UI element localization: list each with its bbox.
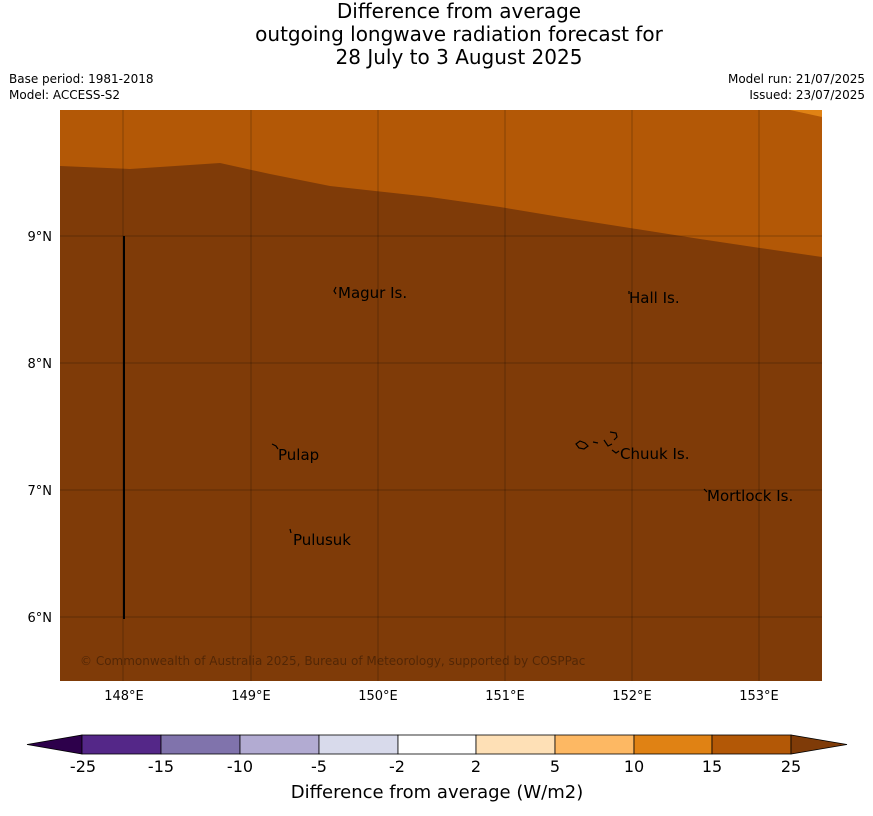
colorbar-label: 2 — [471, 757, 481, 776]
issued-date: Issued: 23/07/2025 — [749, 88, 865, 102]
map-panel: Magur Is. Hall Is. Pulap Chuuk Is. Mortl… — [60, 110, 822, 681]
lon-label-151e: 151°E — [485, 689, 525, 704]
colorbar-swatch-m10-m5 — [239, 734, 320, 755]
title-line-2: outgoing longwave radiation forecast for — [255, 22, 663, 46]
map-title: Difference from average outgoing longwav… — [0, 0, 873, 69]
place-label-hall: Hall Is. — [629, 289, 680, 307]
colorbar-label: 5 — [550, 757, 560, 776]
anomaly-5-10-corner — [790, 110, 822, 117]
colorbar-swatch-5-10 — [554, 734, 635, 755]
lon-label-150e: 150°E — [358, 689, 398, 704]
meta-right: Model run: 21/07/2025 Issued: 23/07/2025 — [728, 71, 865, 103]
colorbar-label: 10 — [624, 757, 644, 776]
lon-label-153e: 153°E — [739, 689, 779, 704]
colorbar-label: 25 — [781, 757, 801, 776]
island-outlines — [271, 286, 708, 534]
lon-label-148e: 148°E — [104, 689, 144, 704]
meta-left: Base period: 1981-2018 Model: ACCESS-S2 — [9, 71, 154, 103]
lat-labels: 9°N 8°N 7°N 6°N — [28, 230, 53, 626]
title-line-3: 28 July to 3 August 2025 — [335, 45, 583, 69]
lon-label-149e: 149°E — [231, 689, 271, 704]
colorbar-swatch-10-15 — [633, 734, 713, 755]
place-label-chuuk: Chuuk Is. — [620, 445, 689, 463]
colorbar-label: -10 — [227, 757, 253, 776]
colorbar-swatch-m5-m2 — [318, 734, 399, 755]
colorbar-swatch-below-25 — [26, 734, 83, 755]
lat-label-8n: 8°N — [28, 357, 53, 372]
title-line-1: Difference from average — [336, 0, 582, 23]
colorbar-label: -15 — [148, 757, 174, 776]
lat-label-6n: 6°N — [28, 611, 53, 626]
colorbar-title: Difference from average (W/m2) — [291, 782, 583, 803]
colorbar: -25 -15 -10 -5 -2 2 5 10 15 25 Differenc… — [26, 734, 848, 803]
lon-label-152e: 152°E — [612, 689, 652, 704]
colorbar-swatch-m15-m10 — [160, 734, 241, 755]
mortlock-island-shape — [703, 488, 708, 493]
colorbar-swatch-above-25 — [790, 734, 848, 755]
model-name: Model: ACCESS-S2 — [9, 88, 121, 102]
lon-labels: 148°E 149°E 150°E 151°E 152°E 153°E — [104, 689, 779, 704]
colorbar-swatch-m2-2 — [397, 734, 477, 755]
colorbar-label: -25 — [70, 757, 96, 776]
chuuk-island-shape — [575, 431, 620, 454]
colorbar-swatch-2-5 — [475, 734, 556, 755]
place-label-magur: Magur Is. — [338, 284, 407, 302]
magur-island-shape — [333, 286, 337, 295]
anomaly-10-15-region — [60, 110, 822, 257]
colorbar-label: 15 — [702, 757, 722, 776]
colorbar-swatch-m25-m15 — [81, 734, 162, 755]
copyright-text: © Commonwealth of Australia 2025, Bureau… — [80, 654, 585, 668]
base-period: Base period: 1981-2018 — [9, 72, 154, 86]
pulusuk-island-shape — [289, 528, 292, 534]
colorbar-label: -5 — [311, 757, 327, 776]
lat-label-9n: 9°N — [28, 230, 53, 245]
colorbar-label: -2 — [389, 757, 405, 776]
pulap-island-shape — [271, 443, 279, 450]
place-label-pulap: Pulap — [278, 446, 319, 464]
place-label-pulusuk: Pulusuk — [293, 531, 351, 549]
model-run: Model run: 21/07/2025 — [727, 72, 865, 86]
place-label-mortlock: Mortlock Is. — [707, 487, 793, 505]
colorbar-swatch-15-25 — [711, 734, 792, 755]
lat-label-7n: 7°N — [28, 484, 53, 499]
